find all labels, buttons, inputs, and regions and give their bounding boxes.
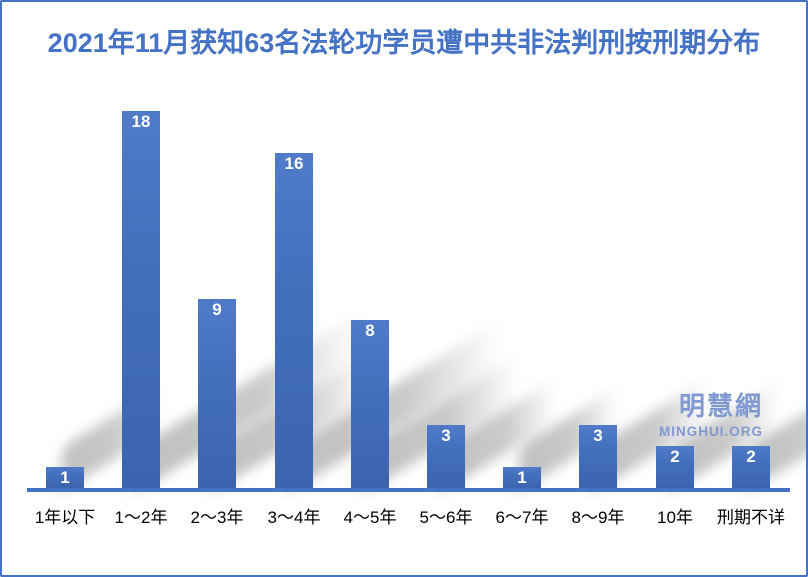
bar: 2 (656, 446, 694, 488)
chart-title: 2021年11月获知63名法轮功学员遭中共非法判刑按刑期分布 (47, 28, 761, 58)
bar: 9 (198, 299, 236, 488)
bar-value-label: 8 (365, 321, 375, 340)
bar-shadow (138, 313, 360, 491)
bar: 16 (275, 153, 313, 488)
bar-value-label: 2 (746, 447, 756, 466)
bar-value-label: 2 (670, 447, 680, 466)
x-axis-label: 2～3年 (190, 508, 244, 527)
bar-value-label: 9 (212, 300, 222, 319)
bar: 1 (503, 467, 541, 488)
x-axis-label: 5～6年 (419, 508, 473, 527)
x-axis-label: 刑期不详 (717, 508, 785, 527)
bar: 18 (122, 111, 160, 488)
x-axis-label: 3～4年 (267, 508, 321, 527)
x-axis-label: 4～5年 (343, 508, 397, 527)
bar-value-label: 3 (593, 426, 603, 445)
x-axis-label: 10年 (657, 508, 693, 527)
bar-shadow (291, 322, 499, 491)
x-axis-label: 8～9年 (571, 508, 625, 527)
bar-value-label: 18 (131, 112, 151, 131)
x-axis-line (27, 488, 790, 492)
bar: 2 (732, 446, 770, 488)
bar-value-label: 1 (517, 468, 527, 487)
watermark: 明慧網 MINGHUI.ORG (659, 392, 763, 439)
bar: 3 (427, 425, 465, 488)
x-axis-label: 1年以下 (34, 508, 96, 527)
watermark-text-en: MINGHUI.ORG (659, 423, 763, 439)
bar: 1 (46, 467, 84, 488)
bar-value-label: 1 (60, 468, 70, 487)
bar: 8 (351, 320, 389, 488)
bar-value-label: 3 (441, 426, 451, 445)
bar-value-label: 16 (284, 154, 304, 173)
watermark-text-cn: 明慧網 (678, 391, 763, 421)
bar: 3 (579, 425, 617, 488)
x-axis-label: 1～2年 (114, 508, 168, 527)
x-axis-label: 6～7年 (495, 508, 549, 527)
